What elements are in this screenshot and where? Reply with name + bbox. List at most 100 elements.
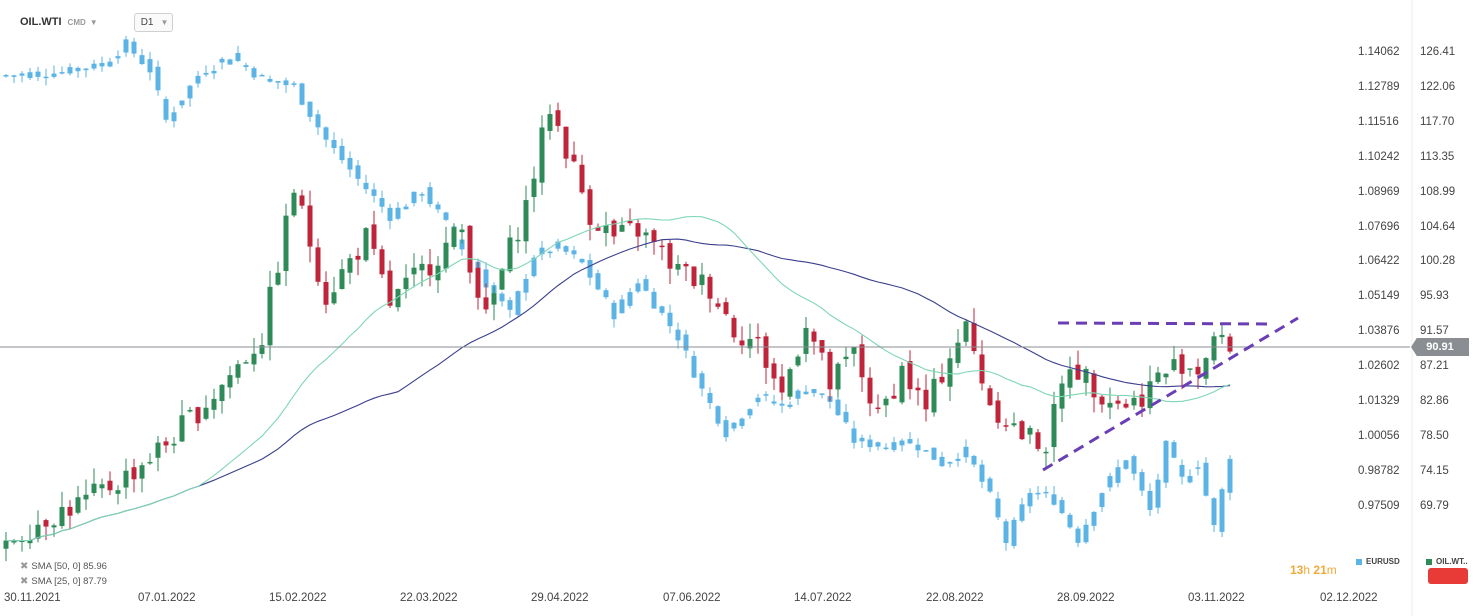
oil-candle: [43, 520, 49, 527]
oil-candle: [379, 249, 385, 275]
legend-label: SMA [50, 0] 85.96: [31, 561, 107, 572]
eurusd-candle: [651, 291, 657, 309]
oil-candle: [1067, 369, 1073, 388]
eurusd-candle: [363, 182, 369, 190]
oil-candle: [1083, 368, 1089, 383]
eurusd-candle: [75, 67, 81, 72]
eurusd-candle: [1227, 458, 1233, 493]
eurusd-candle: [531, 257, 537, 277]
eurusd-candle: [147, 59, 153, 73]
oil-candle: [1091, 373, 1097, 398]
eurusd-candle: [811, 389, 817, 394]
oil-candle: [507, 237, 513, 272]
eurusd-candle: [35, 71, 41, 77]
y-tick-label: 95.93: [1420, 290, 1449, 303]
eurusd-candle: [19, 73, 25, 76]
eurusd-candle: [947, 462, 953, 464]
oil-candle: [883, 398, 889, 406]
symbol-name[interactable]: OIL.WTI: [20, 16, 62, 28]
eurusd-candle: [971, 455, 977, 465]
oil-candle: [667, 243, 673, 269]
oil-candle: [1075, 364, 1081, 380]
oil-candle: [171, 443, 177, 446]
eurusd-candle: [1003, 521, 1009, 543]
eurusd-candle: [299, 83, 305, 105]
eurusd-candle: [555, 241, 561, 249]
oil-candle: [115, 490, 121, 494]
eurusd-candle: [179, 100, 185, 106]
countdown-minutes-unit: m: [1326, 563, 1337, 577]
eurusd-candle: [227, 59, 233, 65]
eurusd-candle: [291, 83, 297, 85]
oil-candle: [891, 395, 897, 399]
eurusd-candle: [907, 439, 913, 444]
oil-candle: [571, 154, 577, 162]
countdown-minutes: 21: [1313, 563, 1327, 577]
compare-oil[interactable]: OIL.WT..: [1426, 557, 1468, 566]
oil-candle: [203, 407, 209, 419]
eurusd-candle: [1059, 500, 1065, 514]
oil-candle: [19, 540, 25, 542]
y-axis-oil[interactable]: 126.41 122.06 117.70 113.35 108.99 104.64 100.…: [1420, 0, 1482, 616]
y-tick-label: 1.06422: [1358, 255, 1400, 268]
oil-candle: [123, 470, 129, 488]
y-tick-label: 1.02602: [1358, 360, 1400, 373]
eurusd-candle: [523, 278, 529, 293]
eurusd-candle: [571, 250, 577, 255]
eurusd-candle: [739, 418, 745, 427]
close-icon[interactable]: ✖: [20, 561, 29, 572]
eurusd-candle: [883, 447, 889, 450]
eurusd-candle: [1155, 479, 1161, 508]
oil-candle: [67, 506, 73, 516]
eurusd-candle: [195, 75, 201, 84]
oil-candle: [987, 388, 993, 406]
chart-header: OIL.WTI CMD ▼ D1 ▼: [0, 10, 174, 34]
oil-candle: [1123, 403, 1129, 408]
eurusd-candle: [747, 409, 753, 416]
eurusd-candle: [99, 63, 105, 67]
eurusd-candle: [1107, 476, 1113, 488]
oil-candle: [539, 127, 545, 183]
oil-candle: [1051, 403, 1057, 448]
eurusd-candle: [115, 56, 121, 59]
eurusd-candle: [987, 478, 993, 492]
oil-candle: [475, 267, 481, 298]
oil-candle: [523, 200, 529, 242]
y-axis-eurusd: 1.14062 1.12789 1.11516 1.10242 1.08969 1.076…: [1358, 0, 1406, 616]
oil-candle: [179, 415, 185, 442]
oil-candle: [331, 292, 337, 304]
eurusd-candle: [1171, 442, 1177, 458]
oil-candle: [355, 255, 361, 260]
eurusd-candle: [803, 391, 809, 395]
oil-candle: [195, 407, 201, 424]
eurusd-candle: [339, 145, 345, 161]
oil-candle: [579, 164, 585, 193]
compare-eurusd[interactable]: EURUSD: [1356, 557, 1400, 566]
oil-candle: [347, 258, 353, 273]
eurusd-candle: [427, 187, 433, 205]
eurusd-candle: [667, 312, 673, 327]
x-tick-label: 07.01.2022: [138, 592, 196, 604]
oil-candle: [243, 362, 249, 364]
eurusd-candle: [1187, 476, 1193, 483]
oil-candle: [1011, 423, 1017, 426]
eurusd-candle: [59, 72, 65, 74]
eurusd-candle: [419, 194, 425, 196]
oil-candle: [427, 264, 433, 276]
oil-candle: [515, 239, 521, 242]
current-price-tag: 90.91: [1411, 338, 1469, 356]
oil-candle: [1099, 396, 1105, 405]
eurusd-candle: [515, 291, 521, 315]
chevron-down-icon[interactable]: ▼: [89, 17, 98, 27]
close-icon[interactable]: ✖: [20, 576, 29, 587]
oil-candle: [611, 220, 617, 237]
eurusd-candle: [627, 292, 633, 306]
y-tick-label: 87.21: [1420, 360, 1449, 373]
oil-candle: [547, 114, 553, 131]
timeframe-select[interactable]: D1 ▼: [133, 12, 174, 32]
eurusd-candle: [1051, 494, 1057, 505]
oil-candle: [1203, 358, 1209, 379]
oil-candle: [899, 365, 905, 403]
sell-button[interactable]: [1428, 568, 1468, 584]
